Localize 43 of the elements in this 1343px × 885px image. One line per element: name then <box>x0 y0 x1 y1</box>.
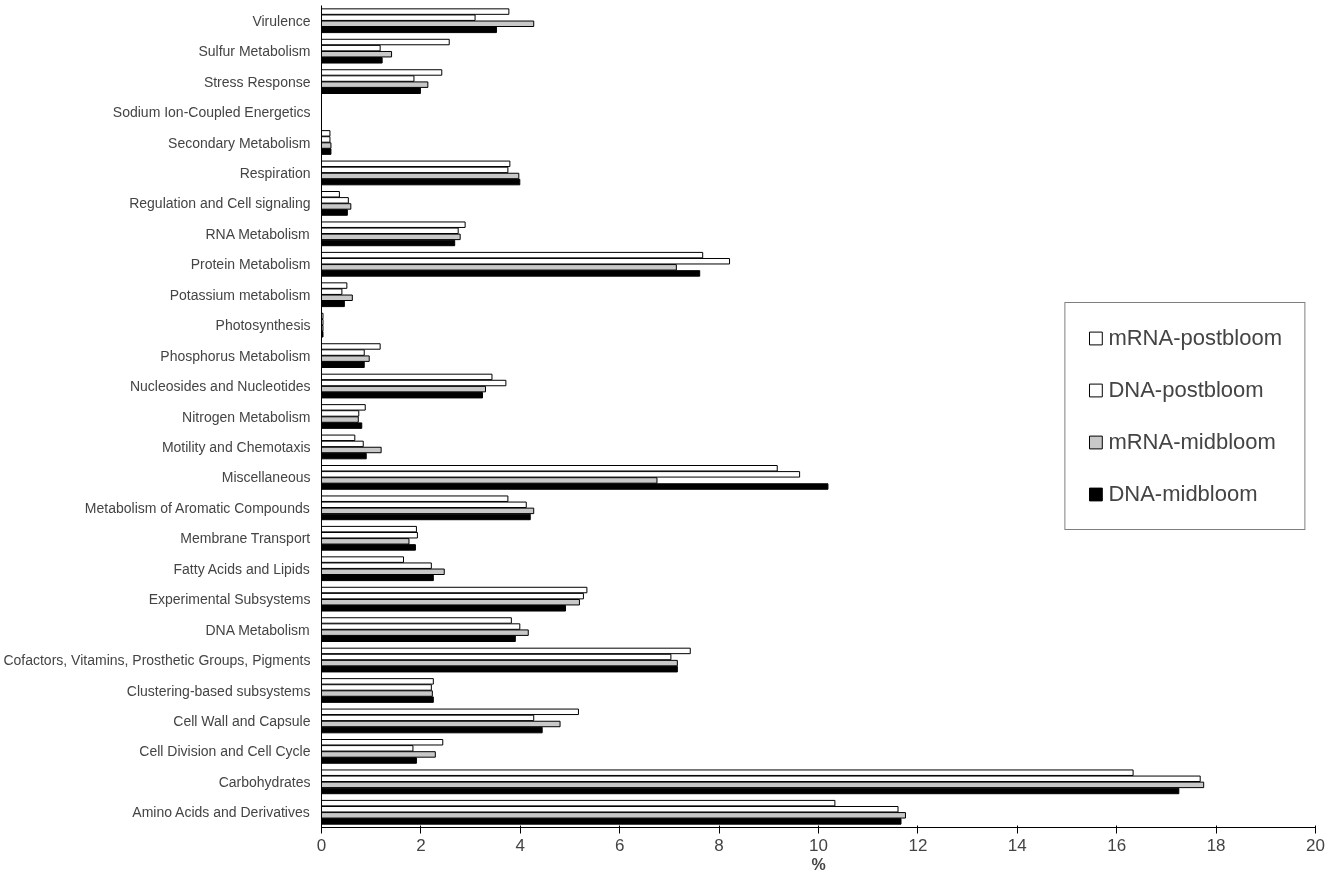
legend-label: mRNA-postbloom <box>1108 325 1282 351</box>
x-tick-label: 8 <box>714 835 724 855</box>
x-tick-label: 10 <box>809 835 828 855</box>
y-tick-label: Protein Metabolism <box>190 256 311 273</box>
y-tick-label: Sodium Ion-Coupled Energetics <box>112 104 311 121</box>
x-tick-label: 12 <box>908 835 928 855</box>
y-tick-label: RNA Metabolism <box>205 225 310 242</box>
y-tick-label: Fatty Acids and Lipids <box>173 560 310 577</box>
x-tick-label: 20 <box>1306 835 1325 855</box>
y-tick-label: Virulence <box>252 12 311 29</box>
y-tick-label: Cofactors, Vitamins, Prosthetic Groups, Pigments <box>3 652 311 669</box>
y-tick-label: Nucleosides and Nucleotides <box>129 378 311 395</box>
y-tick-label: Carbohydrates <box>218 773 311 790</box>
x-axis-title: % <box>811 855 826 873</box>
legend-label: DNA-postbloom <box>1108 377 1264 403</box>
y-tick-label: Cell Wall and Capsule <box>173 712 311 729</box>
y-tick-label: Membrane Transport <box>180 530 311 547</box>
y-tick-label: Secondary Metabolism <box>168 134 311 151</box>
y-tick-label: Experimental Subsystems <box>148 591 311 608</box>
legend-label: DNA-midbloom <box>1108 481 1258 507</box>
y-tick-label: Photosynthesis <box>215 317 311 334</box>
x-tick-label: 18 <box>1206 835 1226 855</box>
y-tick-label: Metabolism of Aromatic Compounds <box>84 499 310 516</box>
x-tick-label: 6 <box>614 835 625 855</box>
y-tick-label: Respiration <box>239 164 311 181</box>
y-tick-label: Phosphorus Metabolism <box>160 347 311 364</box>
x-tick-label: 2 <box>416 835 426 855</box>
y-tick-label: Sulfur Metabolism <box>198 43 311 60</box>
y-tick-label: Clustering-based subsystems <box>126 682 311 699</box>
y-tick-label: DNA Metabolism <box>205 621 310 638</box>
y-tick-label: Cell Division and Cell Cycle <box>139 743 311 760</box>
y-tick-label: Miscellaneous <box>221 469 311 486</box>
y-tick-label: Regulation and Cell signaling <box>129 195 311 212</box>
y-tick-label: Amino Acids and Derivatives <box>132 804 310 821</box>
y-tick-label: Potassium metabolism <box>169 286 311 303</box>
y-tick-label: Nitrogen Metabolism <box>182 408 311 425</box>
y-tick-label: Motility and Chemotaxis <box>161 438 311 455</box>
y-tick-label: Stress Response <box>203 73 311 90</box>
x-tick-label: 14 <box>1007 835 1027 855</box>
x-tick-label: 4 <box>515 835 526 855</box>
x-tick-label: 16 <box>1107 835 1127 855</box>
x-tick-label: 0 <box>316 835 327 855</box>
legend-label: mRNA-midbloom <box>1108 429 1276 455</box>
